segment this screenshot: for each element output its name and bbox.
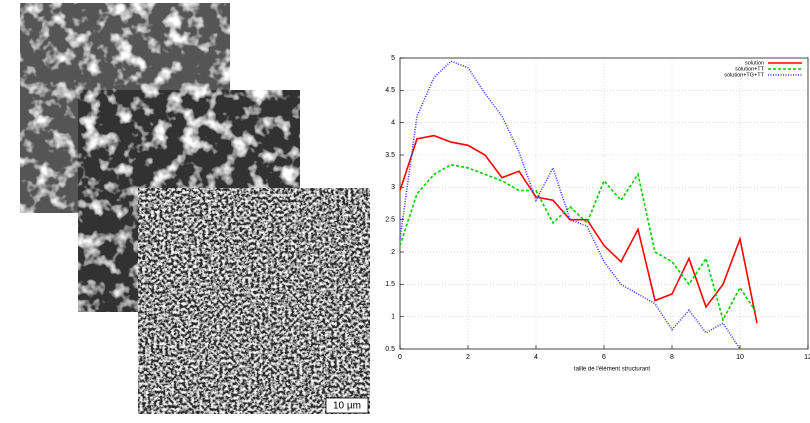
x-tick-label: 12 xyxy=(804,354,810,361)
y-tick-label: 2 xyxy=(391,249,395,256)
x-tick-label: 4 xyxy=(534,354,538,361)
legend-label: solution xyxy=(745,60,764,66)
y-tick-label: 1 xyxy=(391,314,395,321)
y-tick-label: 2.5 xyxy=(385,217,395,224)
y-tick-label: 4.5 xyxy=(385,87,395,94)
series-line xyxy=(399,60,741,350)
x-axis-label: taille de l'élément structurant xyxy=(574,367,651,373)
y-tick-label: 0.5 xyxy=(385,346,395,353)
plot-frame xyxy=(399,57,809,350)
x-tick-label: 10 xyxy=(736,354,744,361)
x-tick-label: 6 xyxy=(602,354,606,361)
legend-label: solution+TG+TT xyxy=(724,72,764,78)
legend-label: solution+TT xyxy=(735,66,765,72)
y-tick-label: 3 xyxy=(391,184,395,191)
scale-bar-label: 10 µm xyxy=(333,401,361,412)
micrographs: 10 µm xyxy=(20,3,370,414)
y-tick-label: 1.5 xyxy=(385,281,395,288)
series-line xyxy=(399,134,758,324)
scale-bar-box xyxy=(325,397,369,414)
x-tick-label: 2 xyxy=(466,354,470,361)
x-tick-label: 0 xyxy=(398,354,402,361)
series-line xyxy=(399,163,758,323)
micrograph xyxy=(138,188,370,414)
y-tick-label: 4 xyxy=(391,120,395,127)
x-tick-label: 8 xyxy=(670,354,674,361)
y-tick-label: 5 xyxy=(391,55,395,62)
chart: 0.5 1 1.5 2 2.5 3 3.5 4 4.5 5 0 2 4 6 8 10 12 taille de l… xyxy=(385,55,810,373)
y-tick-label: 3.5 xyxy=(385,152,395,159)
